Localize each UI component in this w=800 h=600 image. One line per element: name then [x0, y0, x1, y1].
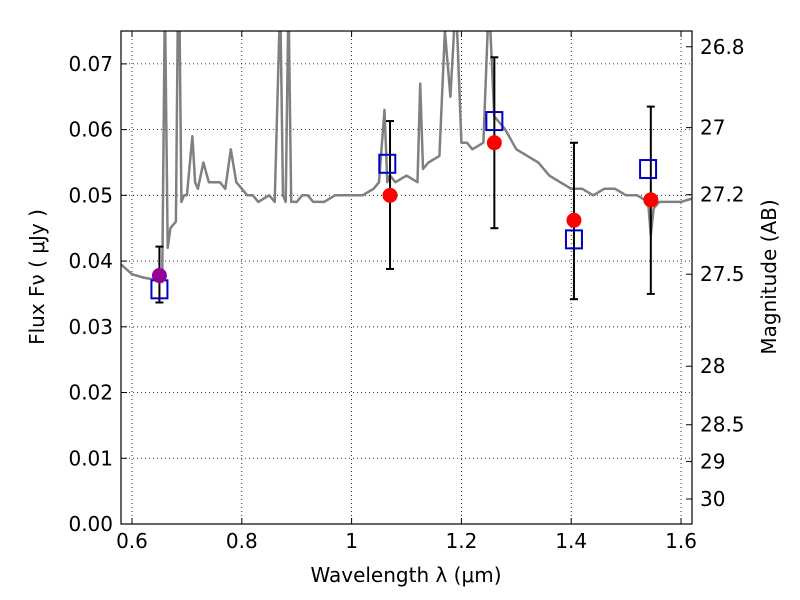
x-tick-label: 1	[345, 529, 358, 553]
y-right-tick-label: 28	[700, 354, 725, 378]
flux-point	[643, 192, 659, 208]
model-point-square	[485, 111, 504, 132]
model-point-square	[378, 153, 397, 174]
x-tick-label: 1.2	[445, 529, 477, 553]
y-tick-label: 0.03	[68, 315, 113, 339]
y-right-tick-label: 27.2	[700, 183, 745, 207]
x-tick-label: 1.4	[555, 529, 587, 553]
y-right-tick-label: 28.5	[700, 413, 745, 437]
flux-point	[151, 268, 167, 284]
y-tick-label: 0.06	[68, 118, 113, 142]
x-tick-label: 0.8	[226, 529, 258, 553]
ticks: 0.6 0.8 1 1.2 1.4 1.6 0.00 0.01 0.02 0.03 0.04 0.05…	[68, 31, 745, 553]
spectrum-line	[121, 31, 692, 284]
y-right-tick-label: 27	[700, 116, 725, 140]
y-tick-label: 0.00	[68, 512, 113, 536]
model-point-square	[639, 159, 658, 180]
plot-frame	[120, 30, 693, 525]
y-tick-label: 0.05	[68, 183, 113, 207]
plot-area	[121, 31, 692, 304]
y-right-tick-label: 26.8	[700, 35, 745, 59]
y-tick-label: 0.01	[68, 446, 113, 470]
flux-point	[486, 135, 502, 151]
y-right-tick-label: 29	[700, 450, 725, 474]
y-tick-label: 0.04	[68, 249, 113, 273]
y-right-tick-label: 30	[700, 487, 725, 511]
y-tick-label: 0.07	[68, 52, 113, 76]
y-axis-right-title: Magnitude (AB)	[757, 199, 781, 354]
flux-point	[382, 187, 398, 203]
y-axis-title: Flux Fν ( μJy )	[25, 209, 49, 345]
flux-point	[566, 212, 582, 228]
y-right-tick-label: 27.5	[700, 262, 745, 286]
model-point-square	[564, 229, 583, 250]
x-axis-title: Wavelength λ (μm)	[310, 563, 501, 587]
grid-lines	[121, 31, 692, 525]
y-tick-label: 0.02	[68, 381, 113, 405]
x-tick-label: 0.6	[116, 529, 148, 553]
x-tick-label: 1.6	[665, 529, 697, 553]
